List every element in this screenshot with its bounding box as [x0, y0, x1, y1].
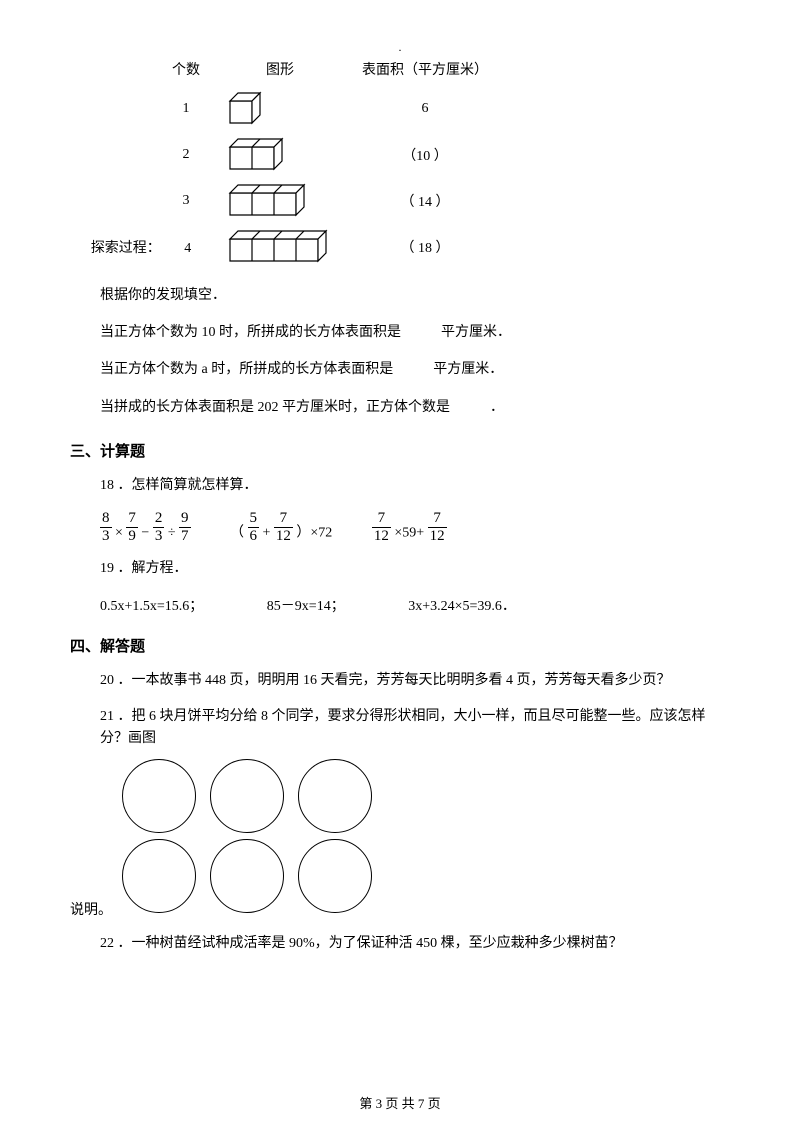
row4-area: （ 18 ） [350, 225, 500, 269]
header-area: 表面积（平方厘米） [350, 57, 500, 85]
problem-21: 21 ．把 6 块月饼平均分给 8 个同学，要求分得形状相同，大小一样，而且尽可… [100, 706, 730, 751]
eq-c: 3x+3.24×5=39.6． [408, 595, 516, 615]
cube-3-icon [222, 181, 314, 221]
cube-2-icon [222, 135, 290, 175]
row3-area: （ 14 ） [350, 179, 500, 223]
circle-icon [210, 839, 284, 913]
circle-icon [298, 759, 372, 833]
row1-shape [212, 87, 348, 131]
fill-line1: 当正方体个数为 10 时，所拼成的长方体表面积是平方厘米． [100, 320, 730, 345]
explore-label: 探索过程： [91, 237, 161, 257]
section-3-title: 三、计算题 [70, 440, 730, 461]
mooncake-circles [122, 759, 372, 919]
calc-c: 712 ×59+ 712 [372, 511, 447, 544]
circle-icon [122, 759, 196, 833]
row2-shape [212, 133, 348, 177]
row2-area: （10 ） [350, 133, 500, 177]
fill-line2: 当正方体个数为 a 时，所拼成的长方体表面积是平方厘米． [100, 357, 730, 382]
problem-18: 18 ．怎样简算就怎样算． [100, 475, 730, 497]
row1-area: 6 [350, 87, 500, 131]
circle-icon [298, 839, 372, 913]
problem-19: 19 ．解方程． [100, 558, 730, 580]
cube-1-icon [222, 89, 264, 129]
calc-b: （ 56 + 712 ）×72 [230, 511, 332, 544]
fill-line3: 当拼成的长方体表面积是 202 平方厘米时，正方体个数是． [100, 395, 730, 420]
page-number: 第 3 页 共 7 页 [0, 1093, 800, 1112]
circle-icon [210, 759, 284, 833]
row4-shape [212, 225, 348, 269]
row4-count: 4 [184, 241, 191, 256]
row2-count: 2 [162, 133, 210, 177]
header-shape: 图形 [212, 57, 348, 85]
row3-count: 3 [162, 179, 210, 223]
problem-22: 22 ．一种树苗经试种成活率是 90%，为了保证种活 450 棵，至少应栽种多少… [100, 933, 730, 955]
cube-4-icon [222, 227, 338, 267]
cube-table: 个数 图形 表面积（平方厘米） 1 6 2 [160, 55, 502, 271]
explain-label: 说明。 [70, 899, 112, 919]
eq-b: 85－9x=14； [267, 595, 345, 615]
row3-shape [212, 179, 348, 223]
fill-intro: 根据你的发现填空． [100, 283, 730, 308]
eq-a: 0.5x+1.5x=15.6； [100, 595, 203, 615]
calc-a: 83 × 79 − 23 ÷ 97 [100, 511, 191, 544]
circle-icon [122, 839, 196, 913]
row1-count: 1 [162, 87, 210, 131]
header-count: 个数 [162, 57, 210, 85]
section-4-title: 四、解答题 [70, 635, 730, 656]
problem-20: 20 ．一本故事书 448 页，明明用 16 天看完，芳芳每天比明明多看 4 页… [100, 670, 730, 692]
